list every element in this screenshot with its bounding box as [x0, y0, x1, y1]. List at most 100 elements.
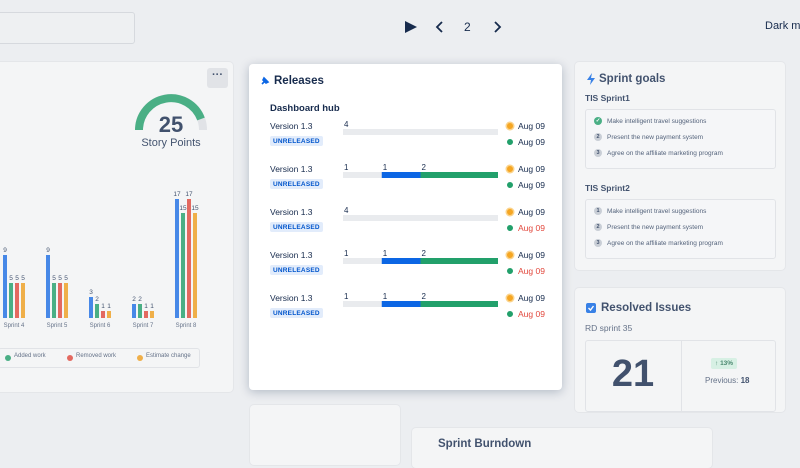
status-badge: UNRELEASED [270, 179, 323, 189]
bar [9, 283, 13, 318]
bar [101, 311, 105, 318]
bar-label: 5 [21, 275, 25, 282]
segment-label: 4 [344, 121, 349, 129]
goal-number: 2 [594, 133, 602, 141]
bar [132, 304, 136, 318]
goal-box: 1 Make intelligent travel suggestions 2 Pre… [585, 199, 776, 259]
bar [89, 297, 93, 318]
goal-text: Agree on the affiliate marketing program [607, 150, 723, 157]
resolved-icon [586, 303, 596, 313]
legend-label[interactable]: Estimate change [146, 353, 191, 359]
release-icon [507, 268, 513, 274]
progress-segment [420, 301, 498, 307]
start-date: Aug 09 [518, 207, 545, 217]
segment-label: 1 [383, 164, 388, 172]
goal-text: Present the new payment system [607, 134, 704, 141]
progress-bar: 1 1 2 [343, 164, 498, 178]
bar [15, 283, 19, 318]
progress-bar: 4 [343, 207, 498, 221]
bar-label: 1 [101, 303, 105, 310]
goal-number: 3 [594, 149, 602, 157]
theme-toggle[interactable]: Dark m [765, 20, 800, 32]
previous-value: 18 [740, 376, 750, 385]
play-button[interactable] [404, 20, 418, 34]
sprint-name: TIS Sprint1 [585, 93, 630, 103]
bar [58, 283, 62, 318]
progress-segment [381, 258, 421, 264]
legend-label[interactable]: Added work [14, 353, 46, 359]
goal-text: Make intelligent travel suggestions [607, 208, 707, 215]
legend-label[interactable]: Removed work [76, 353, 117, 359]
bar-label: 1 [144, 303, 148, 310]
progress-segment [343, 172, 382, 178]
gauge [135, 94, 207, 131]
legend: Added work Removed work Estimate change [0, 348, 200, 368]
bar [150, 311, 154, 318]
start-date: Aug 09 [518, 250, 545, 260]
story-points-card: ··· 25 Story Points Sprint 4 9 5 5 5 Sprint 5… [0, 62, 233, 392]
bar [46, 255, 50, 318]
status-badge: UNRELEASED [270, 308, 323, 318]
x-tick-label: Sprint 8 [176, 323, 197, 329]
bar-label: 1 [150, 303, 154, 310]
sprint-goals-card: Sprint goals TIS Sprint1 ✓ Make intelligen… [575, 62, 785, 270]
bar-label: 5 [58, 275, 62, 282]
release-date: Aug 09 [518, 266, 545, 276]
search-input[interactable] [0, 12, 135, 44]
release-date: Aug 09 [518, 309, 545, 319]
more-button[interactable]: ··· [207, 68, 228, 88]
bar-label: 15 [179, 205, 187, 212]
segment-label: 4 [344, 207, 349, 215]
release-icon [507, 225, 513, 231]
gauge-value: 25 [158, 112, 184, 137]
prev-button[interactable] [435, 21, 445, 33]
x-tick-label: Sprint 5 [47, 323, 68, 329]
legend-swatch [137, 355, 143, 361]
bar-label: 5 [64, 275, 68, 282]
bar-label: 9 [46, 247, 50, 254]
progress-segment [343, 258, 382, 264]
bar [107, 311, 111, 318]
segment-label: 1 [383, 250, 388, 258]
bar [193, 213, 197, 318]
goal-text: Agree on the affiliate marketing program [607, 240, 723, 247]
project-name: Dashboard hub [270, 103, 340, 114]
legend-swatch [5, 355, 11, 361]
bar-label: 2 [138, 296, 142, 303]
releases-title: Releases [274, 75, 324, 87]
previous-label: Previous: [705, 376, 739, 385]
goal-text: Make intelligent travel suggestions [607, 118, 707, 125]
bar-label: 5 [9, 275, 13, 282]
segment-label: 1 [344, 293, 349, 301]
bar [64, 283, 68, 318]
release-row: Version 1.3 UNRELEASED 4 Aug 09 Aug 09 [270, 207, 560, 247]
sprint-name: RD sprint 35 [585, 323, 633, 333]
resolved-title: Resolved Issues [601, 302, 692, 314]
start-date: Aug 09 [518, 293, 545, 303]
segment-label: 1 [344, 164, 349, 172]
bar-label: 1 [107, 303, 111, 310]
bar [52, 283, 56, 318]
divider [681, 341, 682, 411]
status-badge: UNRELEASED [270, 222, 323, 232]
sprint-name: TIS Sprint2 [585, 183, 630, 193]
bar [21, 283, 25, 318]
status-badge: UNRELEASED [270, 136, 323, 146]
releases-card: Releases Dashboard hub Version 1.3 UNRELE… [249, 64, 562, 390]
release-date: Aug 09 [518, 180, 545, 190]
releases-icon [261, 76, 270, 85]
next-button[interactable] [492, 21, 502, 33]
release-icon [507, 182, 513, 188]
progress-segment [343, 129, 498, 135]
release-row: Version 1.3 UNRELEASED 1 1 2 Aug 09 Aug 09 [270, 164, 560, 204]
change-badge: ↑ 13% [711, 358, 738, 369]
release-date: Aug 09 [518, 223, 545, 233]
release-row: Version 1.3 UNRELEASED 4 Aug 09 Aug 09 [270, 121, 560, 161]
goal-number: 3 [594, 239, 602, 247]
segment-label: 2 [422, 250, 427, 258]
legend-swatch [67, 355, 73, 361]
burndown-card: Sprint Burndown [412, 428, 712, 468]
progress-segment [343, 301, 382, 307]
